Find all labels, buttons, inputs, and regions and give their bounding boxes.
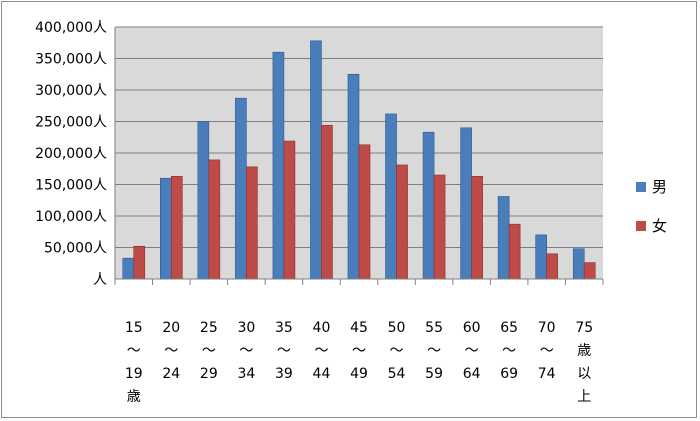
bar-male xyxy=(160,177,172,280)
bars xyxy=(122,40,596,280)
legend-label-female: 女 xyxy=(652,217,667,235)
y-tick-label: 人 xyxy=(93,272,107,288)
y-tick-label: 300,000人 xyxy=(35,83,107,99)
bar-female xyxy=(321,124,333,280)
x-tick-label: 65 〜 69 xyxy=(500,320,518,382)
bar-female xyxy=(283,140,296,280)
legend-swatch-female xyxy=(636,221,646,231)
bar-male xyxy=(272,51,285,280)
x-tick-label: 35 〜 39 xyxy=(275,320,293,382)
bar-male xyxy=(235,97,247,280)
x-tick-label: 75 歳以上 xyxy=(575,320,593,405)
y-tick-label: 400,000人 xyxy=(35,20,107,36)
bar-female xyxy=(208,159,221,280)
bar-male xyxy=(385,113,397,280)
bar-male xyxy=(497,196,510,280)
legend: 男女 xyxy=(636,178,667,235)
bar-male xyxy=(122,257,135,280)
y-tick-label: 200,000人 xyxy=(35,146,107,162)
y-tick-label: 50,000人 xyxy=(44,241,107,257)
bar-female xyxy=(546,253,558,280)
x-tick-label: 60 〜 64 xyxy=(463,320,481,382)
bar-male xyxy=(310,40,322,280)
bar-female xyxy=(396,164,408,280)
bar-male xyxy=(572,248,585,280)
bar-female xyxy=(171,176,183,280)
bar-female xyxy=(433,174,446,280)
x-tick-label: 20 〜 24 xyxy=(162,320,180,382)
x-tick-label: 15 〜 19 歳 xyxy=(125,320,143,405)
y-tick-label: 250,000人 xyxy=(35,115,107,131)
bar-male xyxy=(197,121,210,280)
bar-male xyxy=(422,131,435,280)
x-tick-label: 55 〜 59 xyxy=(425,320,443,382)
y-tick-label: 350,000人 xyxy=(35,52,107,68)
bar-female xyxy=(508,223,521,280)
x-tick-label: 40 〜 44 xyxy=(313,320,331,382)
bar-female xyxy=(246,166,258,280)
y-tick-label: 100,000人 xyxy=(35,209,107,225)
bar-female xyxy=(133,245,146,280)
x-tick-labels: 15 〜 19 歳 20 〜 24 25 〜 29 30 〜 34 35 〜 39 40 〜 44 45 〜 49 50 〜 5… xyxy=(125,320,593,405)
x-tick-label: 45 〜 49 xyxy=(350,320,368,382)
bar-male xyxy=(535,234,547,280)
bar-male xyxy=(347,73,360,280)
bar-female xyxy=(358,144,371,280)
x-tick-label: 25 〜 29 xyxy=(200,320,218,382)
y-tick-label: 150,000人 xyxy=(35,178,107,194)
bar-male xyxy=(460,127,472,280)
legend-swatch-male xyxy=(636,182,646,192)
x-tick-marks xyxy=(114,279,604,285)
legend-label-male: 男 xyxy=(652,178,667,196)
bar-female xyxy=(583,262,596,280)
x-tick-label: 30 〜 34 xyxy=(237,320,255,382)
x-tick-label: 50 〜 54 xyxy=(388,320,406,382)
y-tick-labels: 人 50,000人 100,000人 150,000人 200,000人 250,000人… xyxy=(35,20,107,288)
x-tick-label: 70 〜 74 xyxy=(538,320,556,382)
bar-female xyxy=(471,176,483,280)
